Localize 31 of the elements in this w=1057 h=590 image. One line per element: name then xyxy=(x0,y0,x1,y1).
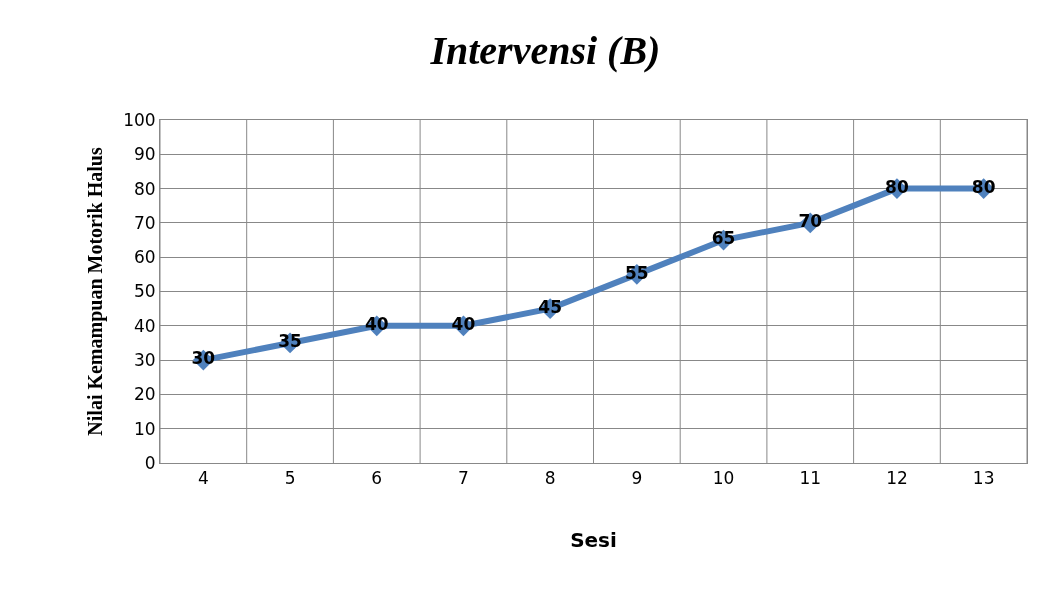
y-tick-label: 70 xyxy=(133,212,156,233)
data-label: 70 xyxy=(798,211,823,232)
x-tick-label: 7 xyxy=(458,468,469,489)
data-label: 40 xyxy=(364,314,389,335)
y-tick-label: 100 xyxy=(123,109,156,130)
y-tick-label: 40 xyxy=(133,315,156,336)
y-tick-label: 20 xyxy=(133,384,156,405)
x-tick-label: 12 xyxy=(886,468,908,489)
data-label: 80 xyxy=(971,176,996,197)
y-tick-label: 90 xyxy=(133,144,156,165)
y-tick-label: 60 xyxy=(133,247,156,268)
data-label: 40 xyxy=(451,314,476,335)
x-tick-label: 4 xyxy=(197,468,209,489)
chart-title: Intervensi (B) xyxy=(429,28,661,74)
y-tick-label: 50 xyxy=(133,281,156,302)
y-tick-label: 10 xyxy=(133,418,156,439)
x-tick-label: 11 xyxy=(799,468,822,489)
x-tick-label: 8 xyxy=(544,468,556,489)
x-tick-label: 10 xyxy=(712,468,735,489)
x-tick-label: 13 xyxy=(972,468,995,489)
y-tick-label: 80 xyxy=(133,178,156,199)
data-label: 30 xyxy=(191,348,216,369)
data-label: 35 xyxy=(278,331,302,352)
data-label: 80 xyxy=(885,176,909,197)
x-tick-label: 9 xyxy=(631,468,643,489)
y-tick-label: 30 xyxy=(133,350,156,371)
y-axis-title: Nilai Kemampuan Motorik Halus xyxy=(83,147,107,436)
y-tick-label: 0 xyxy=(144,452,156,473)
x-tick-label: 6 xyxy=(371,468,383,489)
x-axis-title: Sesi xyxy=(570,527,617,552)
x-tick-label: 5 xyxy=(284,468,296,489)
